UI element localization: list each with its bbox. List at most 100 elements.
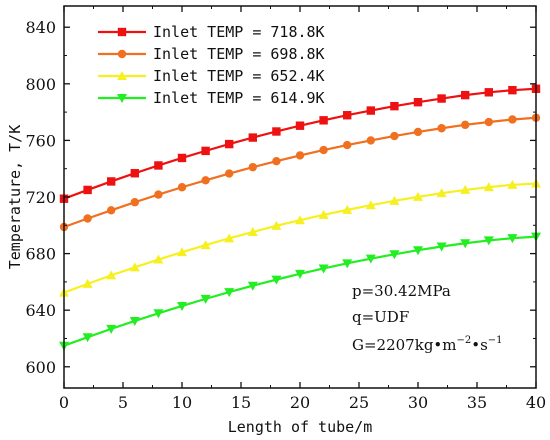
series-2-point [107, 206, 116, 215]
series-1-point [130, 169, 139, 178]
series-4-point [507, 234, 518, 244]
series-1-point [484, 88, 493, 97]
series-4-point [106, 324, 117, 334]
series-2-point [343, 140, 352, 150]
series-1-point [437, 94, 446, 103]
series-4-point [153, 309, 164, 319]
series-2-point [177, 183, 187, 192]
series-3-point [247, 226, 258, 236]
x-tick-label: 40 [526, 393, 546, 412]
series-3-point [507, 179, 518, 189]
series-2-point [508, 115, 517, 124]
x-axis-title: Length of tube/m [228, 418, 373, 436]
heat-flux-label: q=UDF [352, 308, 409, 326]
series-3-point [295, 215, 305, 225]
legend-item-3: Inlet TEMP = 652.4K [98, 67, 325, 85]
series-2-point [295, 151, 305, 160]
series-4-point [129, 316, 140, 326]
legend-label: Inlet TEMP = 718.8K [153, 23, 325, 41]
legend-item-1: Inlet TEMP = 718.8K [98, 23, 325, 41]
series-2-point [461, 120, 470, 130]
y-tick-label: 760 [25, 131, 56, 150]
y-axis-title: Temperature, T/K [6, 125, 24, 270]
x-tick-label: 35 [467, 393, 487, 412]
series-1-point [461, 90, 470, 100]
series-1-point [225, 139, 234, 149]
series-3-point [153, 254, 164, 264]
series-4 [59, 232, 541, 351]
x-tick-label: 20 [290, 393, 310, 412]
series-4-point [200, 294, 211, 304]
series-2-point [484, 117, 493, 127]
series-1-point [107, 177, 116, 186]
x-tick-label: 30 [408, 393, 428, 412]
series-2-point [201, 176, 210, 185]
series-1-point [366, 106, 375, 115]
legend-label: Inlet TEMP = 614.9K [153, 89, 325, 107]
series-4-point [224, 288, 235, 298]
x-tick-label: 15 [231, 393, 251, 412]
series-3-point [106, 270, 117, 280]
series-2-point [319, 145, 328, 155]
series-3 [59, 178, 541, 297]
mass-flux-exp1: −2 [457, 335, 472, 346]
mass-flux-exp2: −1 [488, 335, 503, 346]
series-2-point [437, 124, 446, 133]
series-1-point [177, 153, 187, 163]
legend-marker [117, 94, 127, 103]
y-tick-label: 600 [25, 358, 56, 377]
x-tick-label: 10 [172, 393, 192, 412]
series-1-point [83, 185, 92, 195]
mass-flux-mid: •s [471, 336, 488, 354]
series-1-point [248, 133, 257, 142]
y-tick-label: 840 [25, 18, 56, 37]
series-2-point [130, 198, 139, 207]
x-tick-label: 0 [59, 393, 69, 412]
series-2-point [225, 169, 234, 178]
series-3-point [389, 195, 400, 205]
series-4-point [460, 239, 471, 249]
series-3-point [318, 209, 329, 219]
series-4-point [413, 246, 423, 256]
y-tick-label: 720 [25, 188, 56, 207]
series-3-point [82, 278, 93, 288]
series-4-point [271, 275, 282, 285]
legend-item-2: Inlet TEMP = 698.8K [98, 45, 325, 63]
legend-marker [117, 27, 127, 37]
legend-marker [117, 49, 127, 59]
series-1-point [272, 127, 281, 136]
series-3-point [224, 233, 235, 243]
series-1-point [295, 121, 305, 130]
legend-item-4: Inlet TEMP = 614.9K [98, 89, 325, 107]
axis-ticks: 0 5 10 15 20 25 30 35 40 600 640 680 720 760 800 840 [25, 6, 546, 412]
x-tick-label: 5 [118, 393, 128, 412]
series-1-point [508, 85, 517, 95]
series-3-point [365, 200, 376, 210]
series-1-point [201, 146, 210, 156]
series-2 [59, 113, 541, 232]
series-3-point [177, 247, 187, 257]
series-4-point [295, 269, 305, 279]
series-2-point [248, 162, 257, 172]
y-tick-label: 640 [25, 301, 56, 320]
series-3-point [342, 204, 353, 214]
series-4-point [365, 254, 376, 264]
series-4-point [389, 250, 400, 260]
series-2-point [272, 157, 281, 166]
series-4-point [483, 236, 494, 246]
series-2-point [413, 127, 423, 137]
series-4-point [247, 281, 258, 291]
legend-marker [117, 71, 127, 80]
pressure-label: p=30.42MPa [352, 282, 451, 300]
plot-frame [63, 5, 537, 389]
series-1-point [413, 98, 423, 107]
x-tick-label: 25 [349, 393, 369, 412]
series-2-point [154, 190, 163, 199]
annotation-box: p=30.42MPa q=UDF G=2207kg•m−2•s−1 [352, 282, 503, 354]
series-1-point [154, 161, 163, 170]
series-3-point [413, 191, 423, 201]
series-1-point [343, 111, 352, 120]
series-4-point [82, 333, 93, 343]
series-1-point [319, 116, 328, 125]
